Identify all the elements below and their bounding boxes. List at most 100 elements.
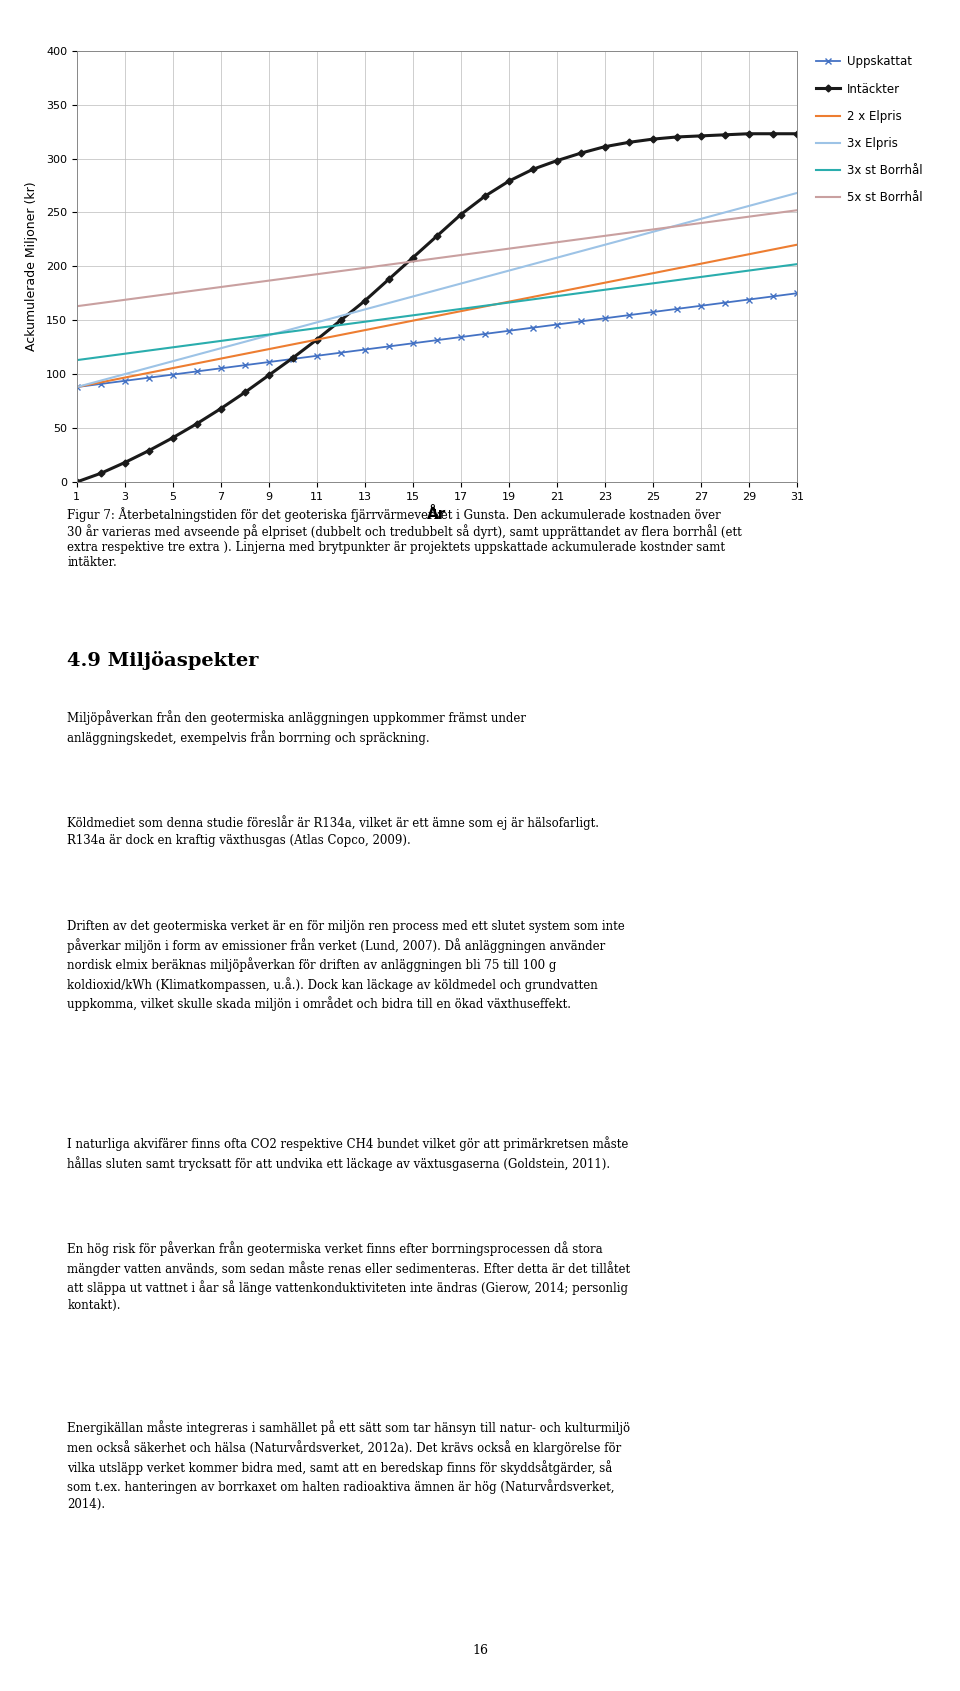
- 3x st Borrhål: [263, 325, 275, 345]
- Intäckter: [359, 291, 371, 311]
- 3x st Borrhål: [431, 303, 443, 323]
- Line: 3x st Borrhål: 3x st Borrhål: [77, 264, 797, 360]
- Uppskattat: [695, 296, 707, 316]
- 2 x Elpris: [287, 335, 299, 355]
- Intäckter: [431, 227, 443, 247]
- Uppskattat: [407, 333, 419, 353]
- 5x st Borrhål: [671, 216, 683, 237]
- Uppskattat: [287, 348, 299, 369]
- Line: 3x Elpris: 3x Elpris: [77, 193, 797, 387]
- Intäckter: [575, 144, 587, 164]
- 5x st Borrhål: [167, 284, 179, 304]
- 5x st Borrhål: [575, 228, 587, 249]
- Uppskattat: [671, 299, 683, 320]
- 5x st Borrhål: [383, 255, 395, 276]
- Uppskattat: [143, 367, 155, 387]
- 2 x Elpris: [455, 301, 467, 321]
- Y-axis label: Ackumulerade Miljoner (kr): Ackumulerade Miljoner (kr): [25, 181, 37, 352]
- 3x Elpris: [791, 183, 803, 203]
- Intäckter: [215, 399, 227, 419]
- 5x st Borrhål: [647, 220, 659, 240]
- Intäckter: [791, 123, 803, 144]
- Uppskattat: [383, 337, 395, 357]
- Text: En hög risk för påverkan från geotermiska verket finns efter borrningsprocessen : En hög risk för påverkan från geotermisk…: [67, 1241, 631, 1312]
- Intäckter: [143, 441, 155, 462]
- 2 x Elpris: [479, 296, 491, 316]
- 5x st Borrhål: [695, 213, 707, 233]
- 3x st Borrhål: [719, 264, 731, 284]
- 2 x Elpris: [599, 272, 611, 293]
- 3x st Borrhål: [743, 260, 755, 281]
- 3x Elpris: [719, 203, 731, 223]
- Line: Uppskattat: Uppskattat: [74, 291, 800, 391]
- 3x st Borrhål: [191, 335, 203, 355]
- Intäckter: [551, 150, 563, 171]
- 3x Elpris: [407, 286, 419, 306]
- 2 x Elpris: [239, 343, 251, 364]
- Text: 4.9 Miljöaspekter: 4.9 Miljöaspekter: [67, 651, 258, 670]
- 2 x Elpris: [431, 306, 443, 326]
- Intäckter: [191, 414, 203, 435]
- 3x Elpris: [167, 352, 179, 372]
- 2 x Elpris: [407, 311, 419, 331]
- Uppskattat: [743, 289, 755, 309]
- Intäckter: [479, 186, 491, 206]
- 3x Elpris: [215, 338, 227, 358]
- 2 x Elpris: [191, 353, 203, 374]
- Uppskattat: [503, 321, 515, 342]
- 5x st Borrhål: [71, 296, 83, 316]
- 2 x Elpris: [503, 291, 515, 311]
- 3x st Borrhål: [95, 347, 107, 367]
- Intäckter: [599, 137, 611, 157]
- 3x Elpris: [239, 331, 251, 352]
- Intäckter: [527, 159, 539, 179]
- Intäckter: [287, 348, 299, 369]
- Uppskattat: [191, 362, 203, 382]
- 3x st Borrhål: [215, 331, 227, 352]
- Uppskattat: [575, 311, 587, 331]
- 2 x Elpris: [359, 320, 371, 340]
- 3x st Borrhål: [623, 276, 635, 296]
- Uppskattat: [263, 352, 275, 372]
- Text: 16: 16: [472, 1644, 488, 1657]
- 3x Elpris: [767, 189, 779, 210]
- 3x st Borrhål: [455, 299, 467, 320]
- 3x Elpris: [671, 215, 683, 235]
- 5x st Borrhål: [743, 206, 755, 227]
- 3x st Borrhål: [407, 304, 419, 325]
- Intäckter: [719, 125, 731, 145]
- 3x Elpris: [191, 345, 203, 365]
- 3x Elpris: [263, 325, 275, 345]
- 5x st Borrhål: [431, 249, 443, 269]
- 5x st Borrhål: [527, 235, 539, 255]
- Uppskattat: [167, 365, 179, 386]
- 2 x Elpris: [791, 235, 803, 255]
- Uppskattat: [455, 326, 467, 347]
- Intäckter: [239, 382, 251, 402]
- Intäckter: [407, 247, 419, 267]
- Intäckter: [623, 132, 635, 152]
- 2 x Elpris: [695, 254, 707, 274]
- 5x st Borrhål: [119, 289, 131, 309]
- Uppskattat: [359, 340, 371, 360]
- 5x st Borrhål: [767, 203, 779, 223]
- Uppskattat: [431, 330, 443, 350]
- Text: Köldmediet som denna studie föreslår är R134a, vilket är ett ämne som ej är häls: Köldmediet som denna studie föreslår är …: [67, 815, 599, 847]
- 5x st Borrhål: [95, 293, 107, 313]
- Uppskattat: [71, 377, 83, 397]
- 3x st Borrhål: [143, 340, 155, 360]
- 3x Elpris: [551, 247, 563, 267]
- 2 x Elpris: [311, 330, 323, 350]
- 3x Elpris: [383, 293, 395, 313]
- 3x Elpris: [119, 364, 131, 384]
- 3x st Borrhål: [239, 328, 251, 348]
- 2 x Elpris: [527, 287, 539, 308]
- 3x st Borrhål: [791, 254, 803, 274]
- 3x st Borrhål: [671, 271, 683, 291]
- 5x st Borrhål: [623, 223, 635, 244]
- 3x Elpris: [335, 306, 347, 326]
- Line: Intäckter: Intäckter: [74, 132, 800, 484]
- 3x Elpris: [359, 299, 371, 320]
- Intäckter: [263, 365, 275, 386]
- 2 x Elpris: [119, 367, 131, 387]
